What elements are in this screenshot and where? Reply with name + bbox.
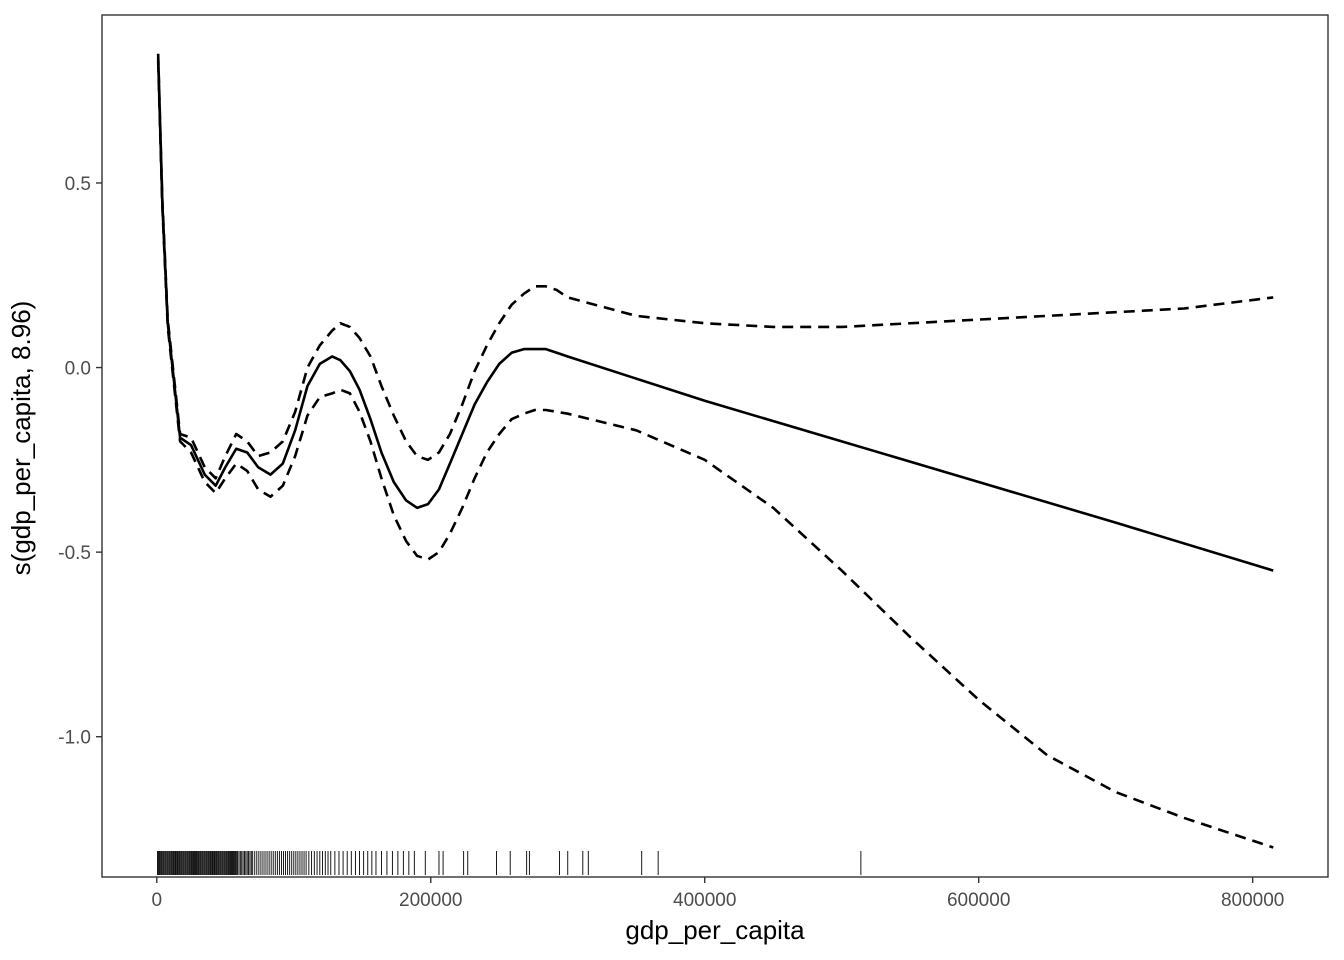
y-axis: -1.0 -0.5 0.0 0.5 — [58, 174, 102, 749]
x-axis-title: gdp_per_capita — [625, 915, 805, 945]
x-tick-label: 200000 — [399, 890, 462, 911]
confidence-band-lower-line — [156, 61, 1274, 849]
x-axis: 0 200000 400000 600000 800000 — [152, 877, 1284, 911]
y-tick-label: 0.0 — [65, 359, 91, 380]
rug-layer — [157, 851, 862, 875]
y-tick-label: -0.5 — [58, 543, 91, 564]
confidence-band-upper-line — [156, 53, 1274, 480]
x-tick-label: 0 — [152, 890, 163, 911]
y-tick-label: -1.0 — [58, 728, 91, 749]
x-tick-label: 800000 — [1221, 890, 1284, 911]
series-layer — [156, 53, 1274, 849]
x-tick-label: 400000 — [673, 890, 736, 911]
plot-panel — [102, 15, 1328, 877]
y-axis-title: s(gdp_per_capita, 8.96) — [6, 301, 36, 576]
plot-panel-border — [101, 14, 1329, 878]
smooth-estimate-line — [156, 57, 1274, 572]
x-tick-label: 600000 — [947, 890, 1010, 911]
y-tick-label: 0.5 — [65, 174, 91, 195]
